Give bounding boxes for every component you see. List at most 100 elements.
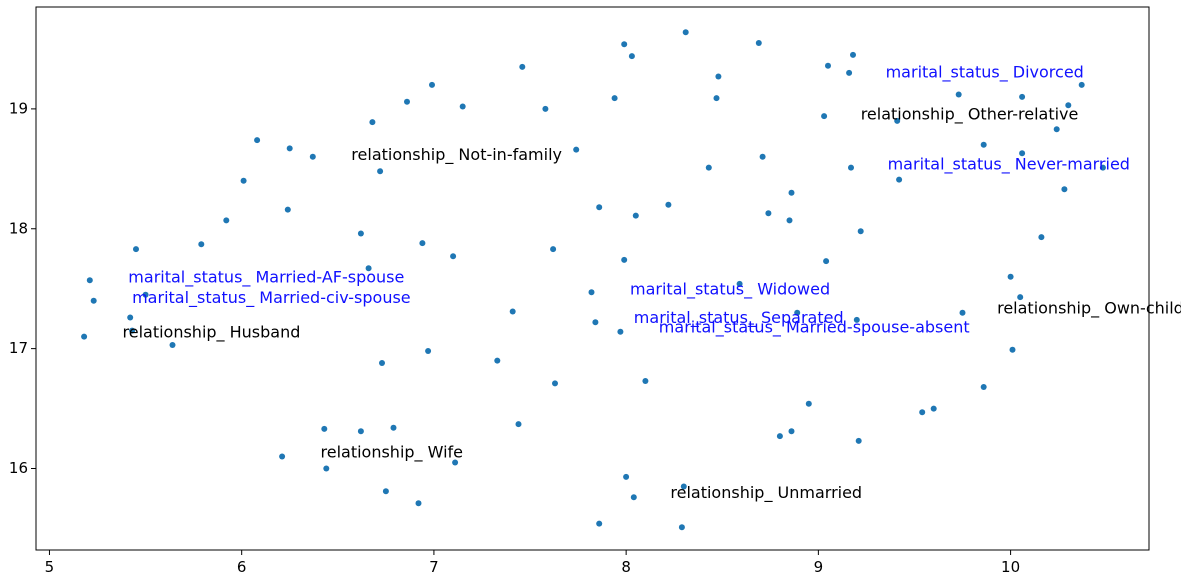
data-point <box>596 204 603 211</box>
data-point <box>980 141 987 148</box>
data-point <box>823 258 830 265</box>
data-point <box>81 333 88 340</box>
data-point <box>86 277 93 284</box>
data-point <box>715 73 722 80</box>
data-point <box>596 520 603 527</box>
annotation-label: marital_status_ Never-married <box>888 155 1130 175</box>
annotation-label: marital_status_ Divorced <box>886 62 1084 82</box>
data-point <box>450 253 457 260</box>
data-point <box>223 217 230 224</box>
data-point <box>254 137 261 144</box>
annotation-label: relationship_ Wife <box>321 442 464 462</box>
data-point <box>404 98 410 105</box>
x-tick-label: 5 <box>45 558 55 576</box>
data-point <box>240 177 247 184</box>
data-point <box>169 342 176 348</box>
data-point <box>550 246 557 253</box>
data-point <box>379 360 385 366</box>
data-point <box>665 201 672 208</box>
data-point <box>425 348 432 354</box>
plot-background <box>36 7 1149 550</box>
data-point <box>284 206 291 213</box>
data-point <box>127 314 134 321</box>
plot-frame <box>35 6 1150 551</box>
data-point <box>930 405 937 412</box>
data-point <box>573 146 580 153</box>
data-point <box>846 69 853 76</box>
y-axis: 16 17 18 19 <box>9 99 36 477</box>
data-point <box>198 241 205 248</box>
data-point <box>682 29 689 36</box>
data-point <box>1019 93 1026 100</box>
data-point <box>617 328 624 335</box>
data-point <box>1061 186 1068 193</box>
data-point <box>390 424 397 431</box>
data-point <box>759 153 766 160</box>
data-point <box>1017 294 1024 301</box>
y-tick-label: 19 <box>9 99 28 117</box>
data-point <box>776 433 783 440</box>
data-point <box>794 309 801 316</box>
y-tick-label: 17 <box>9 339 28 357</box>
x-tick-label: 6 <box>237 558 247 576</box>
data-point <box>459 103 466 110</box>
data-point <box>621 256 628 263</box>
data-point <box>1078 81 1085 88</box>
data-point <box>452 459 459 466</box>
data-point <box>494 357 501 364</box>
data-point <box>321 425 328 432</box>
y-tick-label: 18 <box>9 219 28 237</box>
annotation-label: relationship_ Other-relative <box>861 104 1079 124</box>
data-point <box>623 473 630 480</box>
data-point <box>765 210 772 217</box>
data-point <box>369 119 376 126</box>
x-tick-label: 7 <box>429 558 439 576</box>
data-point <box>552 380 558 387</box>
data-point <box>133 246 139 253</box>
data-point <box>1038 234 1045 241</box>
data-point <box>855 437 862 444</box>
data-point <box>1019 150 1026 157</box>
data-points <box>81 29 1106 531</box>
data-point <box>919 409 926 416</box>
data-point <box>736 280 743 287</box>
data-point <box>592 319 599 326</box>
annotations: marital_status_ Divorced relationship_ Ot… <box>123 62 1181 503</box>
annotation-label: marital_status_ Widowed <box>630 279 830 299</box>
data-point <box>286 145 293 152</box>
data-point <box>621 41 628 48</box>
data-point <box>853 316 860 323</box>
data-point <box>955 91 962 98</box>
data-point <box>1053 126 1060 133</box>
y-tick-label: 16 <box>9 459 28 477</box>
data-point <box>429 81 435 88</box>
data-point <box>755 40 762 46</box>
data-point <box>1007 273 1014 280</box>
data-point <box>680 483 687 490</box>
x-axis: 5 6 7 8 9 10 <box>45 550 1020 576</box>
data-point <box>357 428 364 435</box>
data-point <box>788 428 795 435</box>
data-point <box>1099 164 1106 171</box>
x-tick-label: 8 <box>621 558 631 576</box>
data-point <box>279 453 286 460</box>
annotation-label: relationship_ Unmarried <box>670 483 862 503</box>
data-point <box>788 189 795 196</box>
data-point <box>821 113 828 120</box>
data-point <box>825 62 831 69</box>
data-point <box>365 265 372 272</box>
data-point <box>588 289 595 296</box>
data-point <box>642 378 649 384</box>
annotation-label: relationship_ Husband <box>123 323 301 343</box>
data-point <box>848 164 854 171</box>
data-point <box>980 384 987 390</box>
data-point <box>850 51 856 58</box>
data-point <box>959 309 966 316</box>
data-point <box>611 95 618 102</box>
data-point <box>309 153 316 160</box>
data-point <box>515 421 522 428</box>
annotation-label: relationship_ Not-in-family <box>351 145 562 165</box>
data-point <box>519 63 526 70</box>
annotation-label: marital_status_ Married-AF-spouse <box>128 267 404 287</box>
